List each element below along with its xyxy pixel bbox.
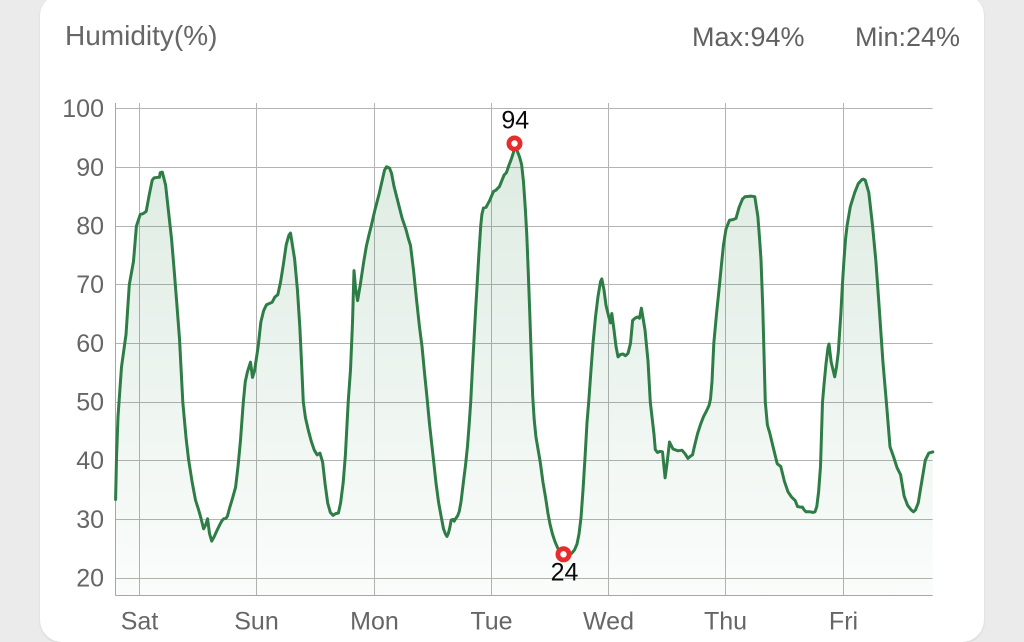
svg-text:Tue: Tue (470, 608, 512, 636)
svg-text:100: 100 (62, 95, 104, 123)
svg-text:Fri: Fri (829, 608, 858, 636)
svg-text:24: 24 (551, 559, 579, 587)
svg-text:20: 20 (76, 565, 104, 593)
svg-text:70: 70 (76, 271, 104, 299)
svg-text:Sat: Sat (121, 608, 159, 636)
svg-text:94: 94 (501, 107, 529, 135)
svg-text:Min:24%: Min:24% (855, 22, 960, 52)
svg-text:Max:94%: Max:94% (692, 22, 805, 52)
svg-text:Sun: Sun (234, 608, 278, 636)
svg-text:90: 90 (76, 154, 104, 182)
svg-text:30: 30 (76, 506, 104, 534)
svg-text:Thu: Thu (704, 608, 747, 636)
svg-text:Mon: Mon (350, 608, 399, 636)
svg-text:40: 40 (76, 447, 104, 475)
svg-text:60: 60 (76, 330, 104, 358)
svg-text:Wed: Wed (583, 608, 634, 636)
svg-text:Humidity(%): Humidity(%) (65, 20, 217, 51)
svg-text:50: 50 (76, 389, 104, 417)
svg-text:80: 80 (76, 213, 104, 241)
